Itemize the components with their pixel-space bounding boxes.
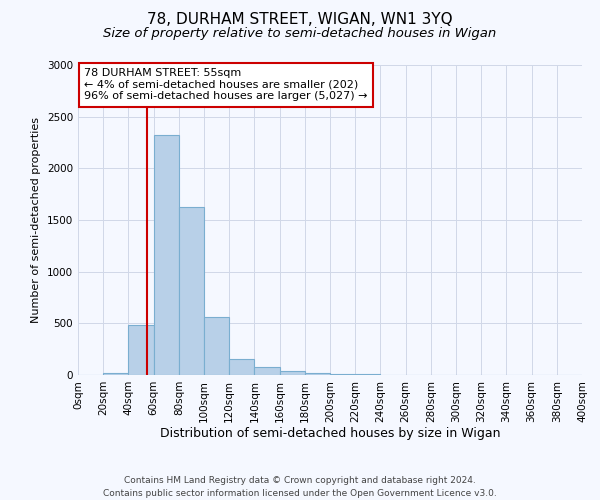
Bar [229, 359, 254, 375]
Bar [103, 374, 128, 375]
Bar [154, 136, 179, 375]
Bar [204, 317, 229, 375]
Bar [355, 374, 380, 375]
Bar [305, 373, 330, 375]
Text: 78 DURHAM STREET: 55sqm
← 4% of semi-detached houses are smaller (202)
96% of se: 78 DURHAM STREET: 55sqm ← 4% of semi-det… [84, 68, 368, 102]
Text: Contains HM Land Registry data © Crown copyright and database right 2024.
Contai: Contains HM Land Registry data © Crown c… [103, 476, 497, 498]
X-axis label: Distribution of semi-detached houses by size in Wigan: Distribution of semi-detached houses by … [160, 428, 500, 440]
Bar [330, 374, 355, 375]
Bar [179, 206, 204, 375]
Y-axis label: Number of semi-detached properties: Number of semi-detached properties [31, 117, 41, 323]
Bar [254, 366, 280, 375]
Text: 78, DURHAM STREET, WIGAN, WN1 3YQ: 78, DURHAM STREET, WIGAN, WN1 3YQ [147, 12, 453, 28]
Bar [128, 326, 154, 375]
Bar [280, 371, 305, 375]
Text: Size of property relative to semi-detached houses in Wigan: Size of property relative to semi-detach… [103, 28, 497, 40]
